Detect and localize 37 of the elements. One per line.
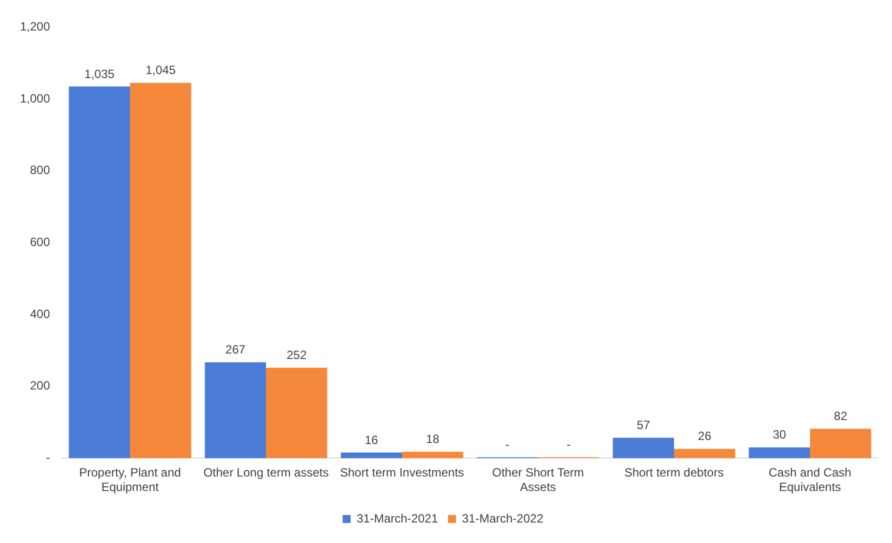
x-tick-label: Short term Investments xyxy=(340,466,464,480)
data-label: 16 xyxy=(364,432,378,447)
y-tick-label: 1,000 xyxy=(20,91,50,106)
data-label: 252 xyxy=(286,348,307,362)
bar xyxy=(266,368,328,458)
data-label: 57 xyxy=(636,418,650,432)
data-label: 30 xyxy=(772,428,786,442)
y-tick-label: 600 xyxy=(30,235,50,250)
x-tick-label: Short term debtors xyxy=(624,466,724,480)
x-tick-label: Property, Plant and Equipment xyxy=(79,466,181,494)
y-tick-label: 400 xyxy=(30,306,50,321)
y-tick-label: 1,200 xyxy=(20,20,50,34)
data-label: 1,045 xyxy=(146,63,176,78)
legend-label: 31-March-2021 xyxy=(356,511,438,526)
bar xyxy=(130,82,192,458)
data-label: 1,035 xyxy=(84,66,115,81)
data-label: - xyxy=(505,438,510,452)
bar xyxy=(810,428,872,458)
bar xyxy=(204,362,266,458)
bar xyxy=(68,86,130,458)
legend-label: 31-March-2022 xyxy=(462,511,544,526)
data-label: 18 xyxy=(426,432,440,446)
y-tick-label: 200 xyxy=(30,378,50,393)
y-tick-label: 800 xyxy=(30,163,50,178)
bar xyxy=(402,452,464,458)
bar xyxy=(748,447,810,458)
y-tick-label: - xyxy=(46,450,50,465)
x-tick-label: Other Short Term Assets xyxy=(492,466,584,494)
bar xyxy=(612,438,674,458)
bar xyxy=(674,448,736,458)
data-label: - xyxy=(566,438,571,452)
data-label: 82 xyxy=(834,409,848,424)
data-label: 267 xyxy=(225,342,246,357)
bar xyxy=(340,452,402,458)
x-tick-label: Other Long term assets xyxy=(203,466,329,480)
data-label: 26 xyxy=(698,429,712,444)
x-tick-label: Cash and Cash Equivalents xyxy=(768,466,852,494)
